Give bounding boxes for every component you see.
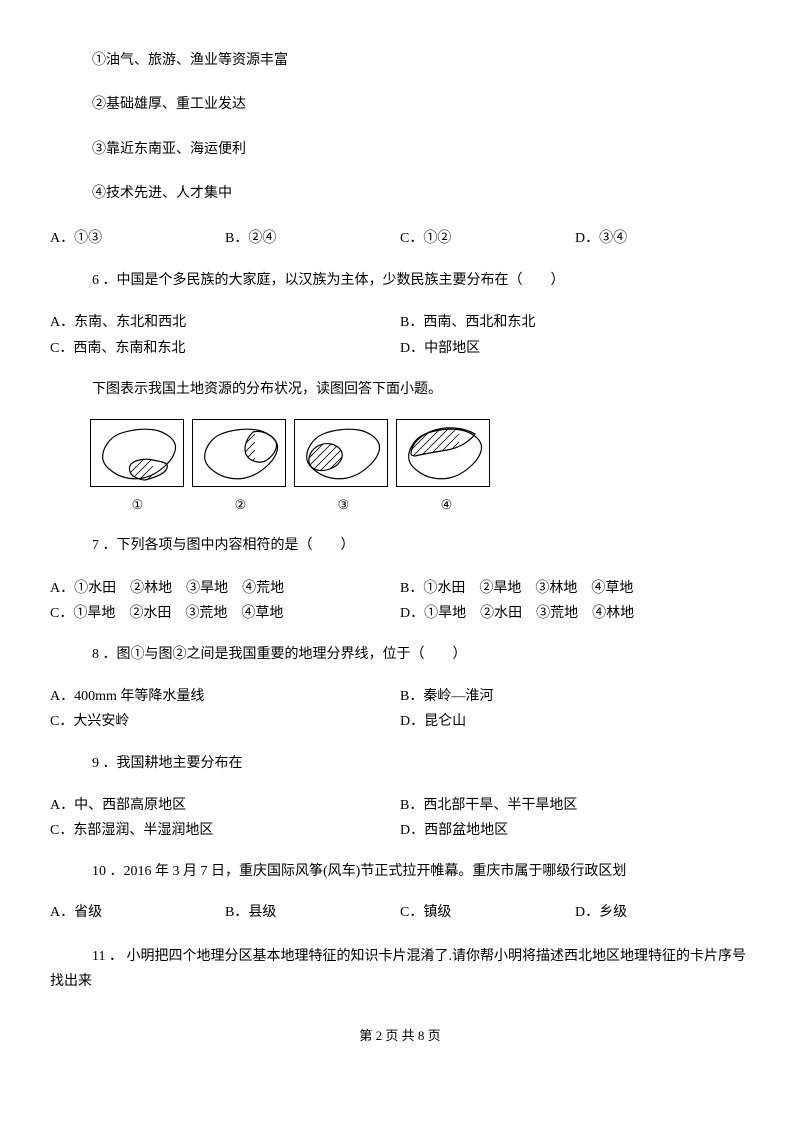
map-3 — [294, 419, 388, 487]
q6-text: 6 ．中国是个多民族的大家庭，以汉族为主体，少数民族主要分布在（ ） — [50, 270, 750, 292]
statement-2: ②基础雄厚、重工业发达 — [50, 94, 750, 116]
q11-text: 11 ． 小明把四个地理分区基本地理特征的知识卡片混淆了.请你帮小明将描述西北地… — [50, 944, 750, 994]
q6-option-a: A．东南、东北和西北 — [50, 310, 400, 335]
q8-text: 8 ．图①与图②之间是我国重要的地理分界线，位于（ ） — [50, 644, 750, 666]
map-4 — [396, 419, 490, 487]
map-4-svg — [397, 420, 489, 486]
q10-options: A．省级 B．县级 C．镇级 D．乡级 — [50, 902, 750, 924]
q8-option-a: A．400mm 年等降水量线 — [50, 684, 400, 709]
map-label-4: ④ — [399, 497, 494, 513]
q9-option-b: B．西北部干旱、半干旱地区 — [400, 793, 750, 818]
q5-options: A．①③ B．②④ C．①② D．③④ — [50, 228, 750, 250]
q10-option-c: C．镇级 — [400, 902, 575, 924]
map-2 — [192, 419, 286, 487]
q6-option-c: C．西南、东南和东北 — [50, 336, 400, 361]
map-label-1: ① — [90, 497, 185, 513]
q9-text: 9 ．我国耕地主要分布在 — [50, 753, 750, 775]
statement-4: ④技术先进、人才集中 — [50, 183, 750, 205]
q8-option-b: B．秦岭—淮河 — [400, 684, 750, 709]
q5-option-d: D．③④ — [575, 228, 750, 250]
q8-option-c: C．大兴安岭 — [50, 709, 400, 734]
map-1-svg — [91, 420, 183, 486]
page-content: ①油气、旅游、渔业等资源丰富 ②基础雄厚、重工业发达 ③靠近东南亚、海运便利 ④… — [0, 0, 800, 1074]
q10-text: 10 ．2016 年 3 月 7 日，重庆国际风筝(风车)节正式拉开帷幕。重庆市… — [50, 861, 750, 883]
q9-option-c: C．东部湿润、半湿润地区 — [50, 818, 400, 843]
q9-option-a: A．中、西部高原地区 — [50, 793, 400, 818]
map-label-2: ② — [193, 497, 288, 513]
map-2-svg — [193, 420, 285, 486]
q7-text: 7 ．下列各项与图中内容相符的是（ ） — [50, 535, 750, 557]
map-intro: 下图表示我国土地资源的分布状况，读图回答下面小题。 — [50, 379, 750, 401]
q7-option-c: C．①旱地 ②水田 ③荒地 ④草地 — [50, 601, 400, 626]
q10-option-a: A．省级 — [50, 902, 225, 924]
q6-options: A．东南、东北和西北 B．西南、西北和东北 C．西南、东南和东北 D．中部地区 — [50, 310, 750, 360]
q8-options: A．400mm 年等降水量线 B．秦岭—淮河 C．大兴安岭 D．昆仑山 — [50, 684, 750, 734]
q9-option-d: D．西部盆地地区 — [400, 818, 750, 843]
map-label-3: ③ — [296, 497, 391, 513]
page-footer: 第 2 页 共 8 页 — [50, 1025, 750, 1044]
q8-option-d: D．昆仑山 — [400, 709, 750, 734]
q7-option-a: A．①水田 ②林地 ③旱地 ④荒地 — [50, 576, 400, 601]
q5-option-c: C．①② — [400, 228, 575, 250]
q7-option-b: B．①水田 ②旱地 ③林地 ④草地 — [400, 576, 750, 601]
map-3-svg — [295, 420, 387, 486]
q10-option-d: D．乡级 — [575, 902, 750, 924]
q5-option-b: B．②④ — [225, 228, 400, 250]
q7-option-d: D．①旱地 ②水田 ③荒地 ④林地 — [400, 601, 750, 626]
map-label-row: ① ② ③ ④ — [90, 497, 750, 513]
q6-option-b: B．西南、西北和东北 — [400, 310, 750, 335]
q6-option-d: D．中部地区 — [400, 336, 750, 361]
q7-options: A．①水田 ②林地 ③旱地 ④荒地 B．①水田 ②旱地 ③林地 ④草地 C．①旱… — [50, 576, 750, 626]
statement-3: ③靠近东南亚、海运便利 — [50, 139, 750, 161]
map-row — [90, 419, 750, 487]
map-1 — [90, 419, 184, 487]
statement-1: ①油气、旅游、渔业等资源丰富 — [50, 50, 750, 72]
q10-option-b: B．县级 — [225, 902, 400, 924]
q5-option-a: A．①③ — [50, 228, 225, 250]
q9-options: A．中、西部高原地区 B．西北部干旱、半干旱地区 C．东部湿润、半湿润地区 D．… — [50, 793, 750, 843]
